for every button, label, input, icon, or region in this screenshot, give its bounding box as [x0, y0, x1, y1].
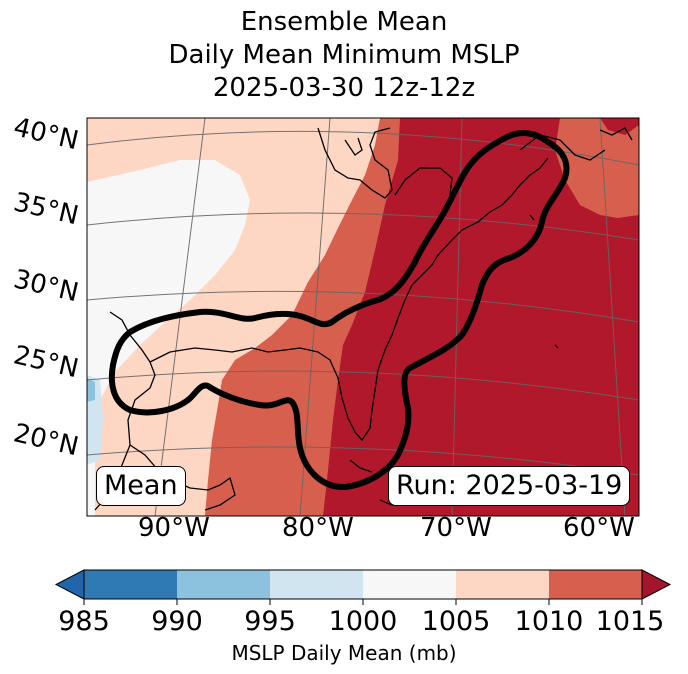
- shade-990-spot: [87, 378, 95, 402]
- lon-label-70w: 70°W: [420, 513, 492, 543]
- colorbar-tick-990: 990: [151, 606, 203, 637]
- map-area: [87, 118, 639, 516]
- colorbar: [54, 569, 672, 605]
- colorbar-tick-1000: 1000: [328, 606, 398, 637]
- colorbar-tick-1005: 1005: [421, 606, 491, 637]
- shade-1015-east-top: [600, 118, 639, 135]
- colorbar-tick-1015: 1015: [595, 606, 665, 637]
- run-date-label-box: Run: 2025-03-19: [388, 466, 631, 506]
- colorbar-segment-985: [84, 570, 177, 599]
- colorbar-segment-990: [177, 570, 270, 599]
- colorbar-over-arrow: [641, 569, 672, 600]
- title-line-1: Ensemble Mean: [240, 7, 448, 37]
- colorbar-label: MSLP Daily Mean (mb): [231, 641, 457, 665]
- colorbar-tick-995: 995: [244, 606, 296, 637]
- lon-label-80w: 80°W: [282, 513, 354, 543]
- colorbar-tick-985: 985: [58, 606, 110, 637]
- probability-contour: [108, 130, 570, 491]
- colorbar-segment-1005: [456, 570, 549, 599]
- colorbar-tick-1010: 1010: [514, 606, 584, 637]
- shade-1010-east: [555, 118, 639, 218]
- colorbar-segment-995: [270, 570, 363, 599]
- shade-1005-inner: [87, 118, 260, 182]
- lon-label-60w: 60°W: [563, 513, 635, 543]
- title-line-3: 2025-03-30 12z-12z: [212, 73, 476, 103]
- lon-label-90w: 90°W: [138, 513, 210, 543]
- mean-label-box: Mean: [96, 466, 186, 506]
- colorbar-segment-1000: [363, 570, 456, 599]
- shade-1000-area: [87, 160, 250, 516]
- map-frame: [86, 117, 640, 517]
- title-line-2: Daily Mean Minimum MSLP: [168, 40, 520, 70]
- colorbar-segment-1010: [549, 570, 642, 599]
- colorbar-under-arrow: [54, 569, 85, 600]
